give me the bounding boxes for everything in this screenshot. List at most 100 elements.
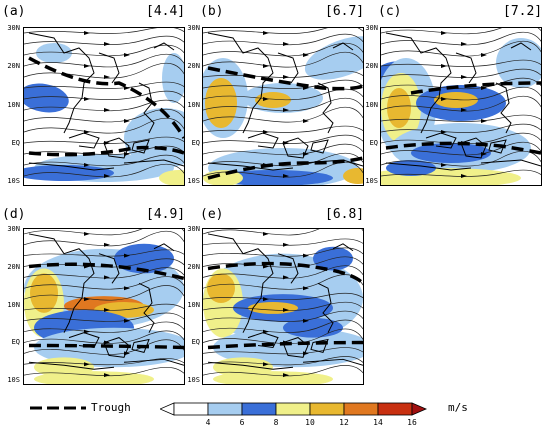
latitude-label: 20N xyxy=(365,62,378,71)
streamline xyxy=(24,81,184,89)
trough-line xyxy=(28,262,184,281)
latitude-label: 30N xyxy=(187,225,200,233)
colorbar-segment xyxy=(241,402,277,416)
colorbar-tick-label: 10 xyxy=(305,418,315,427)
panel-label: (c) xyxy=(378,4,402,19)
units-label: m/s xyxy=(448,401,468,414)
streamline-arrow xyxy=(283,174,289,178)
coastline xyxy=(480,159,541,167)
streamline xyxy=(203,134,363,144)
streamline-arrow xyxy=(481,119,487,123)
colorbar-segment xyxy=(275,402,311,416)
coastline xyxy=(131,338,150,353)
coastline xyxy=(153,243,175,252)
coastline xyxy=(138,282,155,333)
coastline xyxy=(385,32,452,134)
wind-speed-shading xyxy=(213,371,333,384)
streamline xyxy=(203,152,363,167)
streamline-arrow xyxy=(303,286,309,291)
coastline xyxy=(317,282,334,333)
map-panel-d xyxy=(23,228,185,385)
coastline xyxy=(332,42,354,51)
wind-speed-shading xyxy=(411,143,491,163)
streamline-arrow xyxy=(124,53,130,57)
streamline xyxy=(24,230,184,247)
coastline xyxy=(247,132,279,149)
streamline-arrow xyxy=(441,31,447,35)
panel-label: (d) xyxy=(2,207,26,222)
streamline xyxy=(203,328,363,344)
coastline xyxy=(310,338,329,353)
latitude-label: 10N xyxy=(7,100,20,109)
latitude-label: 10S xyxy=(7,376,20,384)
streamline xyxy=(24,136,184,144)
streamline-arrow xyxy=(461,42,467,46)
latitude-label: 10S xyxy=(7,177,20,185)
latitude-label: 10S xyxy=(187,177,200,185)
map-panel-c xyxy=(380,27,542,186)
streamline-arrow xyxy=(263,64,269,68)
panel-value: [6.7] xyxy=(325,4,365,19)
coastline xyxy=(310,139,329,154)
wind-speed-shading xyxy=(30,273,58,313)
latitude-label: 20N xyxy=(7,262,20,271)
streamline-arrow xyxy=(263,97,269,101)
streamline xyxy=(381,28,541,35)
wind-speed-shading xyxy=(159,170,184,185)
streamline xyxy=(381,68,541,78)
streamline xyxy=(24,35,184,45)
wind-map-svg xyxy=(203,28,363,185)
streamline xyxy=(203,274,363,290)
coastline xyxy=(207,32,274,134)
streamline xyxy=(24,53,184,68)
streamline xyxy=(203,42,363,57)
streamline xyxy=(24,358,184,366)
coastline xyxy=(332,243,354,252)
panel-value: [4.4] xyxy=(146,4,186,19)
streamline-arrow xyxy=(84,163,90,167)
coastline xyxy=(28,233,95,333)
streamline xyxy=(381,123,541,133)
coastline xyxy=(207,162,294,171)
streamline xyxy=(24,303,184,311)
panel-label: (a) xyxy=(2,4,26,19)
colorbar-tick-label: 12 xyxy=(339,418,349,427)
wind-speed-shading xyxy=(203,170,243,185)
streamline xyxy=(203,88,363,101)
coastline xyxy=(153,42,175,51)
trough-line xyxy=(28,343,184,350)
latitude-label: EQ xyxy=(369,138,378,147)
streamline xyxy=(203,347,363,355)
streamline-arrow xyxy=(124,86,130,90)
latitude-label: 10N xyxy=(365,100,378,109)
coastline xyxy=(123,159,184,167)
streamline-arrow xyxy=(263,31,269,35)
colorbar xyxy=(160,402,428,416)
trough-label: Trough xyxy=(91,401,131,414)
wind-speed-shading xyxy=(255,92,291,108)
colorbar-tick-label: 6 xyxy=(239,418,245,427)
latitude-label: EQ xyxy=(11,338,20,347)
wind-map-svg xyxy=(381,28,541,185)
map-panel-b xyxy=(202,27,364,186)
trough-line xyxy=(28,145,184,157)
streamline xyxy=(203,125,363,133)
streamline xyxy=(24,267,184,279)
wind-map-svg xyxy=(24,229,184,384)
latitude-label: EQ xyxy=(191,138,200,147)
panel-value: [7.2] xyxy=(503,4,543,19)
streamline-arrow xyxy=(283,373,289,378)
latitude-label: EQ xyxy=(11,138,20,147)
latitude-label: 30N xyxy=(187,24,200,32)
streamline xyxy=(381,141,541,156)
streamline-arrow xyxy=(84,97,90,101)
streamline-arrow xyxy=(84,31,90,35)
streamline xyxy=(24,276,184,290)
streamline-arrow xyxy=(124,286,130,291)
colorbar-tick-label: 8 xyxy=(273,418,279,427)
streamline-arrow xyxy=(263,264,269,269)
trough-line xyxy=(207,261,363,285)
streamline xyxy=(24,312,184,322)
streamline xyxy=(24,62,184,79)
streamline xyxy=(381,169,541,177)
